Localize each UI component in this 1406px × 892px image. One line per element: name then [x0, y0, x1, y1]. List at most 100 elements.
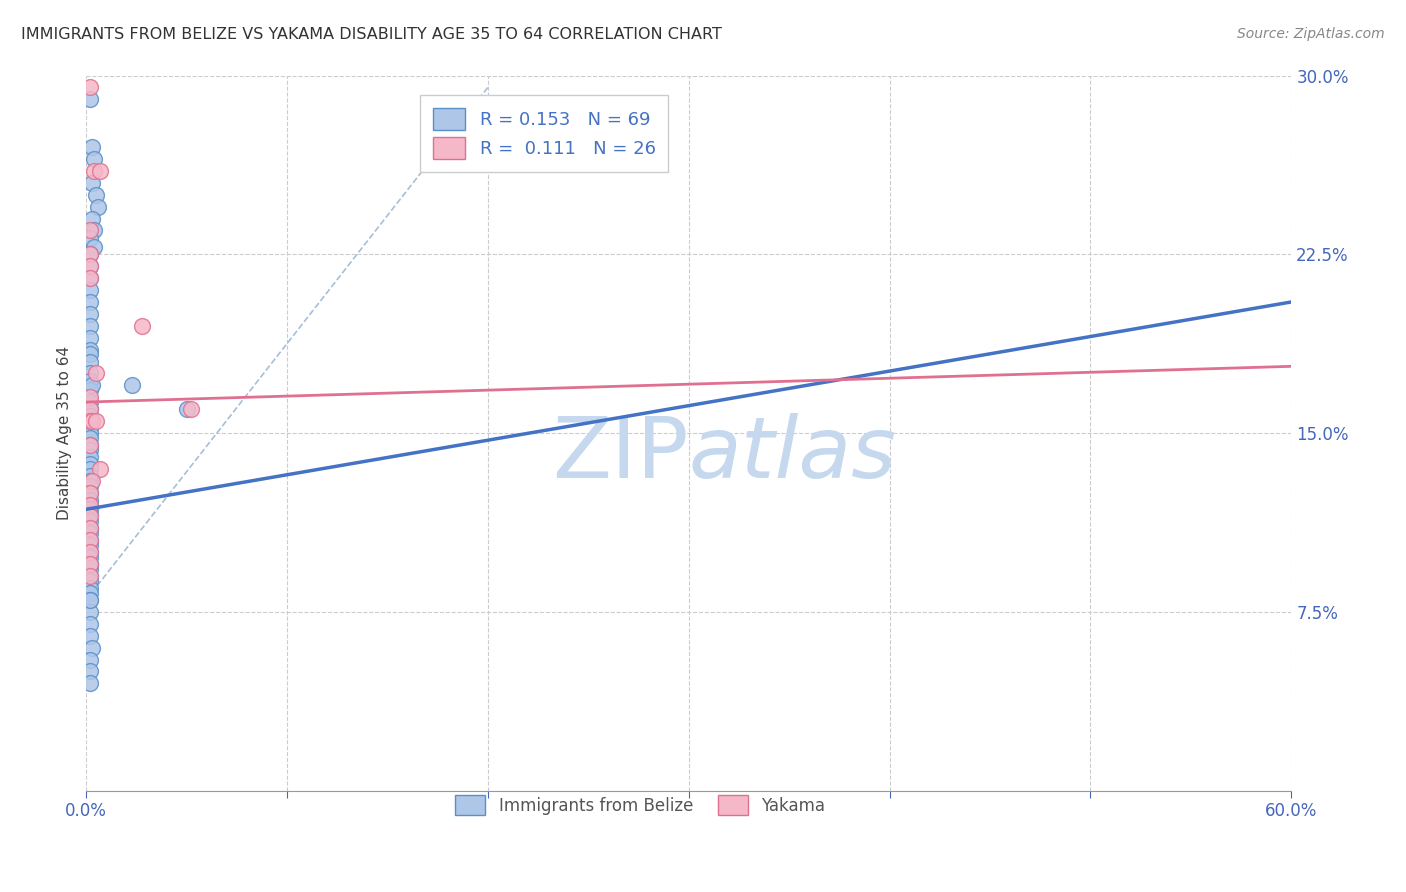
- Point: [79, 485, 101, 500]
- Point: [79, 295, 101, 310]
- Point: [84, 414, 107, 428]
- Point: [79, 665, 101, 679]
- Point: [79, 271, 101, 285]
- Point: [84, 187, 107, 202]
- Point: [82, 140, 104, 154]
- Point: [87, 200, 110, 214]
- Point: [79, 259, 101, 273]
- Point: [79, 383, 101, 397]
- Point: [79, 492, 101, 507]
- Point: [79, 652, 101, 666]
- Point: [79, 395, 101, 409]
- Point: [79, 318, 101, 333]
- Point: [89, 164, 111, 178]
- Point: [79, 569, 101, 583]
- Point: [79, 502, 101, 516]
- Point: [79, 593, 101, 607]
- Point: [121, 378, 143, 392]
- Point: [79, 616, 101, 631]
- Point: [83, 240, 105, 254]
- Point: [79, 549, 101, 564]
- Point: [79, 374, 101, 388]
- Point: [79, 557, 101, 571]
- Point: [180, 402, 202, 417]
- Point: [79, 462, 101, 476]
- Point: [79, 581, 101, 595]
- Point: [84, 367, 107, 381]
- Point: [79, 538, 101, 552]
- Point: [79, 526, 101, 541]
- Point: [79, 343, 101, 357]
- Point: [79, 485, 101, 500]
- Point: [79, 557, 101, 571]
- Point: [79, 450, 101, 464]
- Point: [79, 557, 101, 571]
- Point: [82, 211, 104, 226]
- Text: IMMIGRANTS FROM BELIZE VS YAKAMA DISABILITY AGE 35 TO 64 CORRELATION CHART: IMMIGRANTS FROM BELIZE VS YAKAMA DISABIL…: [21, 27, 721, 42]
- Point: [79, 80, 101, 95]
- Point: [79, 425, 101, 440]
- Point: [82, 378, 104, 392]
- Point: [79, 545, 101, 559]
- Point: [79, 92, 101, 106]
- Point: [83, 152, 105, 166]
- Point: [79, 457, 101, 471]
- Point: [131, 318, 153, 333]
- Point: [79, 593, 101, 607]
- Legend: Immigrants from Belize, Yakama: Immigrants from Belize, Yakama: [446, 785, 835, 825]
- Text: atlas: atlas: [689, 413, 897, 496]
- Point: [79, 442, 101, 457]
- Point: [79, 545, 101, 559]
- Point: [79, 469, 101, 483]
- Point: [89, 462, 111, 476]
- Point: [79, 390, 101, 404]
- Point: [79, 409, 101, 424]
- Point: [79, 414, 101, 428]
- Point: [82, 640, 104, 655]
- Point: [79, 402, 101, 417]
- Point: [79, 367, 101, 381]
- Point: [79, 478, 101, 492]
- Point: [79, 402, 101, 417]
- Point: [176, 402, 198, 417]
- Point: [79, 562, 101, 576]
- Point: [79, 521, 101, 535]
- Point: [79, 271, 101, 285]
- Text: Source: ZipAtlas.com: Source: ZipAtlas.com: [1237, 27, 1385, 41]
- Point: [79, 533, 101, 548]
- Point: [79, 474, 101, 488]
- Point: [79, 331, 101, 345]
- Point: [79, 533, 101, 548]
- Point: [79, 230, 101, 244]
- Point: [82, 474, 104, 488]
- Point: [79, 521, 101, 535]
- Y-axis label: Disability Age 35 to 64: Disability Age 35 to 64: [58, 346, 72, 520]
- Point: [79, 347, 101, 361]
- Point: [79, 223, 101, 237]
- Point: [79, 629, 101, 643]
- Point: [79, 421, 101, 435]
- Point: [79, 514, 101, 528]
- Point: [79, 498, 101, 512]
- Text: ZIP: ZIP: [553, 413, 689, 496]
- Point: [79, 586, 101, 600]
- Point: [83, 223, 105, 237]
- Point: [79, 431, 101, 445]
- Point: [79, 498, 101, 512]
- Point: [82, 176, 104, 190]
- Point: [79, 509, 101, 524]
- Point: [79, 569, 101, 583]
- Point: [79, 507, 101, 521]
- Point: [82, 414, 104, 428]
- Point: [79, 354, 101, 368]
- Point: [79, 438, 101, 452]
- Point: [83, 164, 105, 178]
- Point: [79, 259, 101, 273]
- Point: [79, 247, 101, 261]
- Point: [79, 307, 101, 321]
- Point: [79, 605, 101, 619]
- Point: [79, 438, 101, 452]
- Point: [79, 676, 101, 690]
- Point: [79, 283, 101, 297]
- Point: [79, 247, 101, 261]
